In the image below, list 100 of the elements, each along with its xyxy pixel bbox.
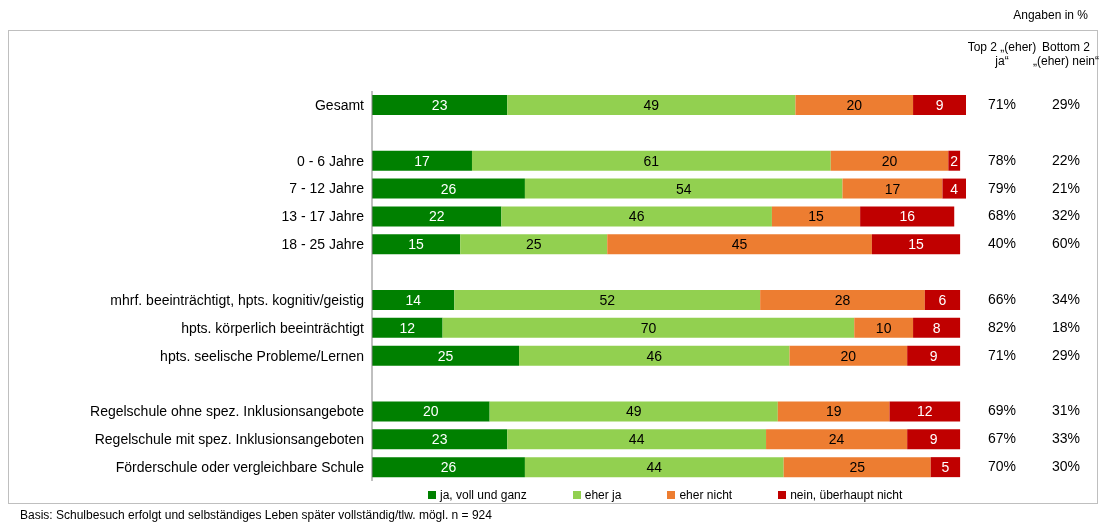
bar [930,457,961,478]
data-label: 15 [808,208,825,225]
data-label: 25 [849,459,866,476]
data-label: 9 [935,96,944,113]
bar [372,150,472,171]
text: 29% [1051,346,1081,363]
bar [524,457,784,478]
data-label: 15 [908,236,925,253]
text: Angaben in % [1013,8,1088,22]
bar [372,317,443,338]
text: 29% [1051,95,1081,112]
legend-label: eher nicht [679,488,733,502]
y-tick-label: 18 - 25 Jahre [281,236,365,253]
data-label: 19 [825,403,842,420]
data-label: 49 [625,403,642,420]
data-label: 22 [428,208,445,225]
bar [489,401,778,422]
data-label: 44 [628,431,645,448]
data-label: 5 [941,459,950,476]
data-label: 10 [875,319,892,336]
data-label: 52 [599,291,616,308]
bar [889,401,961,422]
data-label: 12 [917,403,933,420]
bar [771,206,861,227]
data-label: 12 [399,319,416,336]
text: 71% [987,95,1017,112]
data-label: 15 [408,236,425,253]
bar [907,345,961,366]
data-label: 23 [431,96,448,113]
bar [942,178,966,199]
y-tick-label: Förderschule oder vergleichbare Schule [115,459,365,476]
text: 18% [1051,318,1081,335]
bar [372,345,520,366]
bar [795,95,914,115]
data-label: 23 [431,431,448,448]
data-label: 14 [405,291,422,308]
legend-label: eher ja [584,488,622,502]
bar [777,401,890,422]
data-label: 24 [828,431,845,448]
bar [507,95,796,115]
data-label: 49 [643,96,660,113]
bar [871,234,961,255]
text: 71% [987,346,1017,363]
text: 78% [987,151,1017,168]
bar [913,317,961,338]
bar [501,206,772,227]
text: 32% [1051,207,1081,224]
data-label: 46 [628,208,645,225]
data-label: 16 [899,208,916,225]
text: 40% [987,235,1017,252]
text: 60% [1051,235,1081,252]
data-label: 26 [440,180,457,197]
text: 69% [987,402,1017,419]
bar [860,206,955,227]
bar [442,317,855,338]
text: 66% [987,290,1017,307]
bar [907,429,961,450]
bar [372,178,525,199]
bar [372,95,508,115]
bar [842,178,943,199]
y-tick-label: Regelschule mit spez. Inklusionsangeboten [94,431,364,448]
text: 70% [987,458,1017,475]
data-label: 20 [423,403,439,420]
text: Basis: Schulbesuch erfolgt und selbständiges Leben später vollständig/tlw. mögl. n = 924 [20,508,492,522]
text: 30% [1051,458,1081,475]
bar [524,178,843,199]
data-label: 20 [846,96,863,113]
data-label: 9 [929,347,938,364]
bar [507,429,767,450]
y-tick-label: 0 - 6 Jahre [297,152,365,169]
text: 82% [987,318,1017,335]
bar [789,345,908,366]
data-label: 4 [950,180,959,197]
data-label: 61 [643,152,660,169]
text: 34% [1051,290,1081,307]
bar [830,150,949,171]
text: 33% [1051,430,1081,447]
data-label: 17 [414,152,430,169]
bar [454,290,761,310]
data-label: 70 [640,319,657,336]
data-label: 17 [884,180,901,197]
text: 22% [1051,151,1081,168]
bar [372,457,525,478]
y-tick-label: Gesamt [314,96,365,113]
text: 31% [1051,402,1081,419]
bar [372,401,490,422]
bar [519,345,790,366]
text: 79% [987,179,1017,196]
data-label: 20 [840,347,857,364]
data-label: 45 [731,236,748,253]
bar [372,290,455,310]
bar [766,429,908,450]
text: 68% [987,207,1017,224]
data-label: 9 [929,431,938,448]
y-tick-label: 7 - 12 Jahre [289,180,365,197]
data-label: 25 [525,236,542,253]
data-label: 6 [938,291,947,308]
data-label: 8 [932,319,941,336]
legend-label: ja, voll und ganz [440,488,527,502]
bar [783,457,931,478]
